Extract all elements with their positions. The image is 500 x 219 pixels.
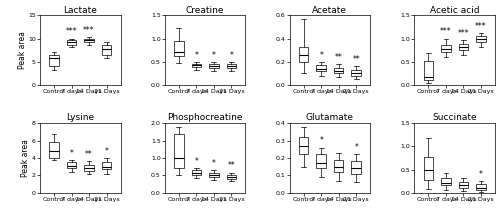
PathPatch shape: [458, 182, 468, 188]
PathPatch shape: [476, 36, 486, 42]
PathPatch shape: [102, 162, 112, 169]
PathPatch shape: [334, 160, 344, 172]
Y-axis label: Peak area: Peak area: [22, 139, 30, 177]
PathPatch shape: [476, 184, 486, 190]
Text: ***: ***: [440, 27, 452, 36]
Title: Succinate: Succinate: [432, 113, 477, 122]
PathPatch shape: [102, 46, 112, 55]
Text: *: *: [70, 148, 73, 158]
Y-axis label: Peak area: Peak area: [18, 31, 26, 69]
Text: *: *: [194, 157, 198, 166]
PathPatch shape: [192, 64, 201, 67]
PathPatch shape: [424, 61, 434, 80]
Title: Lysine: Lysine: [66, 113, 94, 122]
Text: ***: ***: [83, 26, 95, 35]
Text: ***: ***: [458, 29, 469, 38]
Text: *: *: [212, 51, 216, 60]
PathPatch shape: [174, 134, 184, 168]
PathPatch shape: [49, 55, 59, 66]
PathPatch shape: [174, 41, 184, 56]
Text: **: **: [228, 161, 235, 170]
PathPatch shape: [84, 165, 94, 171]
Title: Creatine: Creatine: [186, 5, 224, 14]
Text: **: **: [335, 53, 342, 62]
PathPatch shape: [226, 175, 236, 179]
PathPatch shape: [226, 64, 236, 68]
Text: ***: ***: [475, 22, 487, 31]
PathPatch shape: [66, 40, 76, 44]
Text: *: *: [319, 136, 323, 145]
Text: *: *: [354, 143, 358, 152]
Title: Glutamate: Glutamate: [306, 113, 354, 122]
PathPatch shape: [441, 45, 451, 51]
PathPatch shape: [299, 47, 308, 62]
PathPatch shape: [66, 162, 76, 168]
PathPatch shape: [209, 64, 218, 68]
Title: Phosphocreatine: Phosphocreatine: [168, 113, 243, 122]
PathPatch shape: [299, 137, 308, 154]
PathPatch shape: [334, 67, 344, 73]
Title: Acetic acid: Acetic acid: [430, 5, 480, 14]
Text: *: *: [479, 170, 483, 179]
Text: *: *: [319, 51, 323, 60]
Text: **: **: [352, 55, 360, 64]
PathPatch shape: [441, 178, 451, 185]
Text: *: *: [104, 147, 108, 156]
Title: Lactate: Lactate: [64, 5, 97, 14]
PathPatch shape: [458, 44, 468, 50]
Text: *: *: [194, 51, 198, 60]
Text: ***: ***: [66, 27, 78, 36]
Text: *: *: [230, 51, 234, 60]
PathPatch shape: [352, 161, 361, 174]
Text: *: *: [212, 159, 216, 168]
PathPatch shape: [192, 170, 201, 175]
PathPatch shape: [352, 70, 361, 76]
PathPatch shape: [316, 154, 326, 168]
Title: Acetate: Acetate: [312, 5, 348, 14]
PathPatch shape: [424, 157, 434, 180]
PathPatch shape: [316, 65, 326, 71]
PathPatch shape: [49, 142, 59, 158]
Text: **: **: [85, 150, 93, 159]
PathPatch shape: [209, 173, 218, 177]
PathPatch shape: [84, 39, 94, 42]
